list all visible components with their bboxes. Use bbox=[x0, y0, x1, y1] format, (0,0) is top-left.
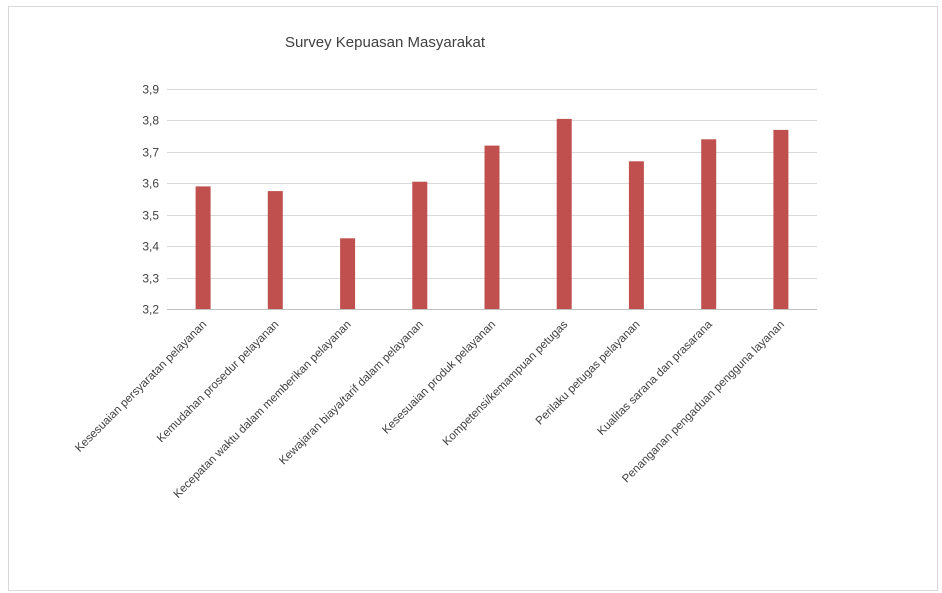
bar bbox=[340, 238, 356, 309]
y-tick-label: 3,8 bbox=[142, 114, 159, 128]
bar bbox=[484, 145, 500, 309]
bar bbox=[556, 118, 572, 310]
y-tick-label: 3,7 bbox=[142, 146, 159, 160]
bar-chart: Survey Kepuasan Masyarakat 3,23,33,43,53… bbox=[73, 34, 817, 501]
chart-title: Survey Kepuasan Masyarakat bbox=[285, 34, 486, 51]
y-tick-label: 3,6 bbox=[142, 177, 159, 191]
bars bbox=[195, 118, 789, 310]
bar bbox=[773, 129, 789, 309]
x-category-label: Kewajaran biaya/tarif dalam pelayanan bbox=[277, 319, 426, 468]
x-category-label: Kualitas sarana dan prasarana bbox=[596, 318, 716, 438]
y-tick-label: 3,3 bbox=[142, 272, 159, 286]
bar bbox=[412, 181, 428, 309]
y-tick-label: 3,9 bbox=[142, 83, 159, 97]
y-axis-tick-labels: 3,2 3,3 3,4 3,5 3,6 3,7 3,8 3,9 bbox=[142, 83, 159, 317]
x-category-label: Kesesuaian persyaratan pelayanan bbox=[73, 319, 209, 455]
y-tick-label: 3,4 bbox=[142, 240, 159, 254]
x-category-label: Kesesuaian produk pelayanan bbox=[380, 319, 498, 437]
bar bbox=[195, 186, 211, 309]
bar bbox=[267, 191, 283, 309]
chart-area: Survey Kepuasan Masyarakat 3,2 3,3 3,4 3,5 3… bbox=[8, 6, 938, 591]
y-tick-label: 3,5 bbox=[142, 209, 159, 223]
x-category-label: Kompetensi/kemampuan petugas bbox=[441, 318, 571, 448]
bar bbox=[701, 139, 717, 309]
x-axis-category-labels: Kesesuaian persyaratan pelayananKemudaha… bbox=[73, 318, 787, 500]
y-tick-label: 3,2 bbox=[142, 303, 159, 317]
bar bbox=[628, 161, 644, 309]
x-category-label: Kemudahan prosedur pelayanan bbox=[155, 319, 281, 445]
x-category-label: Penanganan pengaduan pengguna layanan bbox=[620, 319, 787, 486]
